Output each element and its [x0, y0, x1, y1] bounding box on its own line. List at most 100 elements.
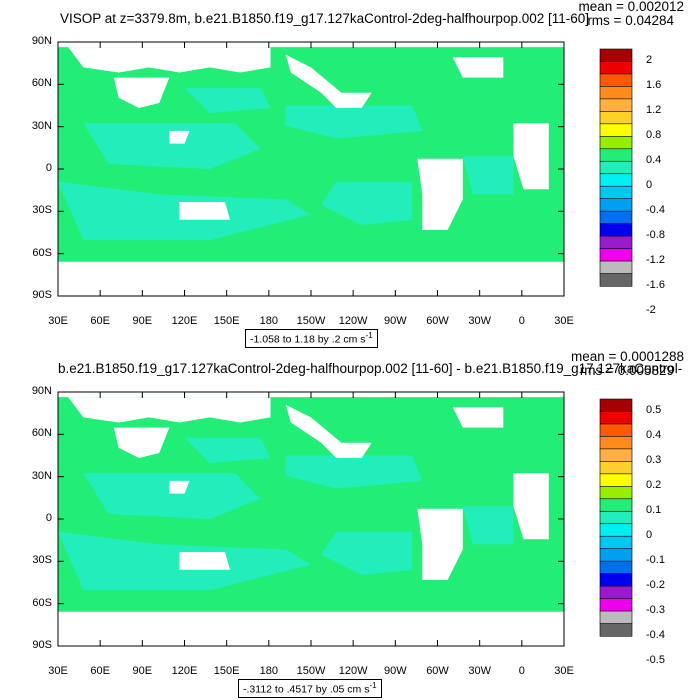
bottom-map-panel: b.e21.B1850.f19_g17.127kaControl-2deg-ha…	[0, 349, 700, 700]
colorbar-label: -1.6	[646, 279, 665, 291]
lon-tick-label: 30E	[48, 315, 68, 327]
colorbar-label: 0.2	[646, 479, 662, 492]
colorbar-swatch	[599, 111, 633, 125]
colorbar-swatch	[599, 73, 633, 88]
lon-tick-label: 90E	[132, 665, 153, 677]
bottom-rms-stat: rms = 0.005829	[579, 363, 674, 378]
land-mask-region	[179, 552, 230, 570]
lon-tick-label: 180	[259, 315, 278, 327]
colorbar-swatch	[599, 173, 633, 187]
colorbar-label: 0	[646, 529, 653, 542]
colorbar-swatch	[599, 411, 633, 425]
lon-tick-label: 60W	[426, 315, 449, 327]
lat-tick-label: 30N	[31, 469, 52, 482]
land-mask-region	[417, 158, 463, 230]
top-range-superscript: -1	[365, 331, 373, 340]
land-mask-region	[452, 407, 504, 428]
land-mask-region	[513, 123, 549, 190]
colorbar-swatch	[599, 398, 633, 413]
lat-tick-label: 60S	[32, 596, 52, 609]
top-range-label: -1.058 to 1.18 by .2 cm s-1	[245, 329, 378, 348]
colorbar-swatch	[599, 86, 633, 100]
land-mask-region	[169, 480, 190, 494]
negative-anomaly-region	[184, 437, 271, 464]
lon-tick-label: 120W	[338, 665, 368, 677]
lon-tick-label: 150E	[213, 665, 240, 677]
colorbar-label: 0.3	[646, 454, 662, 467]
colorbar-swatch	[599, 98, 633, 112]
lon-tick-label: 90W	[384, 315, 407, 327]
colorbar-label: 1.6	[646, 79, 662, 92]
lon-tick-label: 60E	[90, 315, 110, 327]
colorbar-swatch	[599, 498, 633, 512]
colorbar-swatch	[599, 436, 633, 450]
negative-anomaly-region	[462, 156, 514, 195]
lat-tick-label: 60N	[31, 77, 52, 90]
lat-tick-label: 90N	[31, 385, 52, 397]
negative-anomaly-region	[285, 455, 423, 489]
lon-tick-label: 30W	[468, 315, 491, 327]
colorbar-swatch	[599, 523, 633, 537]
colorbar-swatch	[599, 486, 633, 500]
lat-tick-label: 90S	[32, 289, 52, 301]
colorbar-label: -1.2	[646, 254, 665, 267]
land-mask-region	[179, 202, 230, 220]
top-map-figure	[57, 41, 633, 297]
lon-tick-label: 30E	[554, 315, 574, 327]
colorbar-swatch	[599, 423, 633, 438]
colorbar-label: 0.8	[646, 129, 662, 142]
colorbar-swatch	[599, 473, 633, 487]
land-mask-region	[452, 57, 504, 78]
top-range-text: -1.058 to 1.18 by .2 cm s	[250, 333, 366, 346]
colorbar-label: -0.1	[646, 554, 665, 567]
colorbar-label: -0.4	[646, 629, 665, 641]
lon-tick-label: 120W	[338, 315, 368, 327]
bottom-mean-stat: mean = 0.0001288	[571, 349, 684, 364]
colorbar-label: -0.3	[646, 604, 665, 617]
colorbar-label: -2	[646, 303, 656, 316]
colorbar-swatch	[599, 198, 633, 212]
lat-tick-label: 90N	[31, 35, 52, 47]
negative-anomaly-region	[462, 506, 514, 545]
lon-tick-label: 60E	[90, 665, 110, 677]
negative-anomaly-region	[83, 123, 261, 169]
lon-tick-label: 90E	[132, 315, 153, 327]
top-plot-title: VISOP at z=3379.8m, b.e21.B1850.f19_g17.…	[60, 11, 590, 26]
colorbar-label: -0.8	[646, 229, 665, 242]
colorbar-label: 1.2	[646, 104, 662, 117]
colorbar-swatch	[599, 535, 633, 550]
lon-tick-label: 30E	[554, 665, 574, 677]
lat-tick-label: 30S	[32, 554, 52, 567]
colorbar-swatch	[599, 598, 633, 612]
lat-tick-label: 90S	[32, 639, 52, 651]
lon-tick-label: 180	[259, 665, 278, 677]
colorbar-swatch	[599, 623, 633, 637]
colorbar-label: 0	[646, 179, 653, 192]
lon-tick-label: 30E	[48, 665, 68, 677]
land-mask-region	[285, 54, 372, 108]
lat-tick-label: 0	[45, 162, 52, 174]
lon-tick-label: 60W	[426, 665, 449, 677]
land-mask-region	[58, 611, 564, 646]
bottom-range-label: -.3112 to .4517 by .05 cm s-1	[238, 679, 382, 698]
colorbar-label: -0.4	[646, 204, 665, 217]
colorbar-label: 0.4	[646, 154, 662, 167]
colorbar-label: 2	[646, 54, 653, 67]
negative-anomaly-region	[321, 531, 413, 575]
lat-tick-label: 0	[45, 512, 52, 524]
colorbar-swatch	[599, 510, 633, 525]
colorbar-swatch	[599, 273, 633, 287]
land-mask-region	[169, 130, 190, 144]
colorbar-swatch	[599, 248, 633, 262]
lon-tick-label: 90W	[384, 665, 407, 677]
colorbar-swatch	[599, 210, 633, 225]
lat-tick-label: 60N	[31, 427, 52, 440]
lon-tick-label: 150W	[296, 665, 326, 677]
lon-tick-label: 120E	[171, 665, 198, 677]
colorbar-swatch	[599, 223, 633, 237]
colorbar-swatch	[599, 448, 633, 462]
land-mask-region	[417, 508, 463, 580]
colorbar-swatch	[599, 461, 633, 475]
top-mean-stat: mean = 0.002012	[578, 0, 684, 14]
lon-tick-label: 30W	[468, 665, 491, 677]
